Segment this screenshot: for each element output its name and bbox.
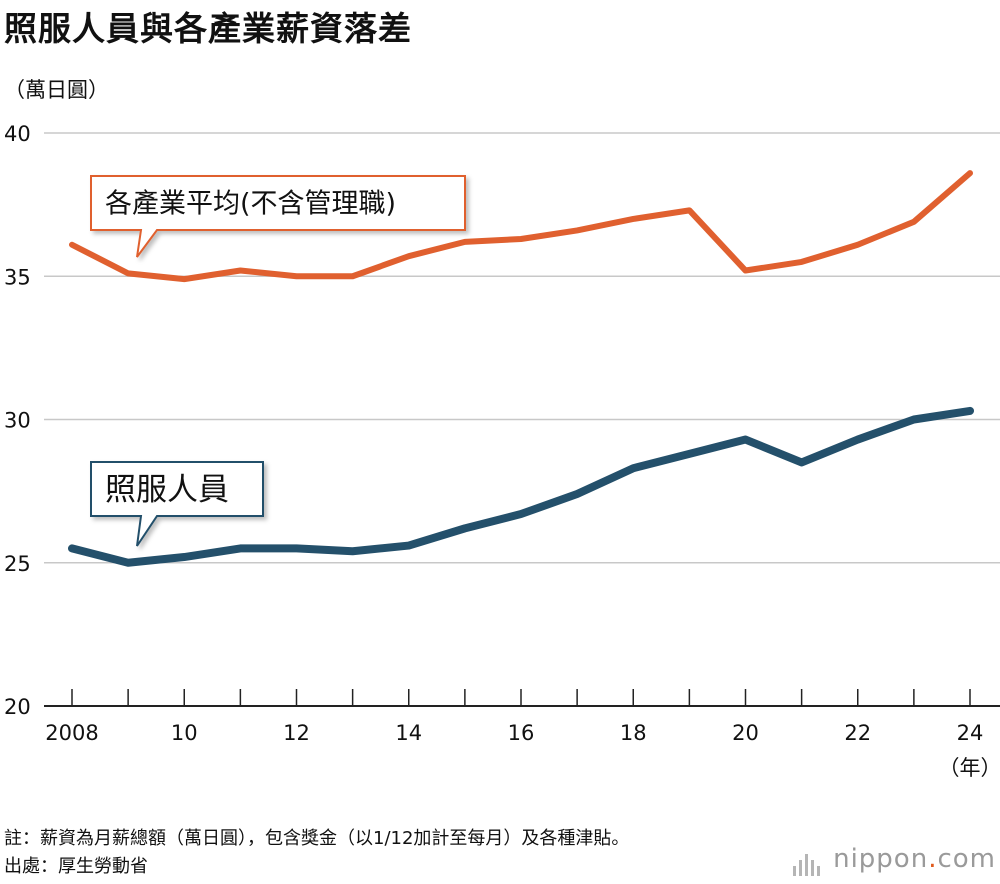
footnote: 註：薪資為月薪總額（萬日圓），包含獎金（以1/12加計至每月）及各種津貼。 <box>4 828 630 849</box>
legend-callout-caregiver-box <box>90 461 264 547</box>
x-tick-label: 16 <box>508 721 535 745</box>
y-tick-label: 25 <box>4 552 31 576</box>
legend-callout-industry-box <box>90 175 466 258</box>
x-axis-label: （年） <box>939 756 1000 780</box>
x-tick-label: 10 <box>171 721 198 745</box>
source-note: 出處：厚生勞動省 <box>4 856 148 877</box>
x-tick-label: 24 <box>957 721 984 745</box>
logo-dot: . <box>928 844 938 874</box>
y-tick-label: 30 <box>4 409 31 433</box>
x-tick-label: 20 <box>732 721 759 745</box>
x-tick-label: 18 <box>620 721 647 745</box>
nippon-logo: nippon.com <box>793 844 996 876</box>
x-tick-label: 2008 <box>45 721 98 745</box>
logo-suffix: com <box>937 844 996 874</box>
y-tick-label: 40 <box>4 122 31 146</box>
logo-name: nippon <box>833 844 929 874</box>
x-tick-label: 12 <box>283 721 310 745</box>
series-line-1 <box>69 170 973 283</box>
x-tick-label: 22 <box>844 721 871 745</box>
legend-callout-caregiver-label: 照服人員 <box>105 472 229 508</box>
y-tick-label: 20 <box>4 695 31 719</box>
logo-bars-icon <box>793 846 823 876</box>
y-tick-label: 35 <box>4 265 31 289</box>
x-tick-label: 14 <box>395 721 422 745</box>
page-title: 照服人員與各產業薪資落差 <box>4 9 412 48</box>
y-axis-unit-label: （萬日圓） <box>4 78 109 102</box>
legend-callout-industry-label: 各產業平均(不含管理職) <box>105 189 396 220</box>
series-line-2 <box>68 406 974 567</box>
